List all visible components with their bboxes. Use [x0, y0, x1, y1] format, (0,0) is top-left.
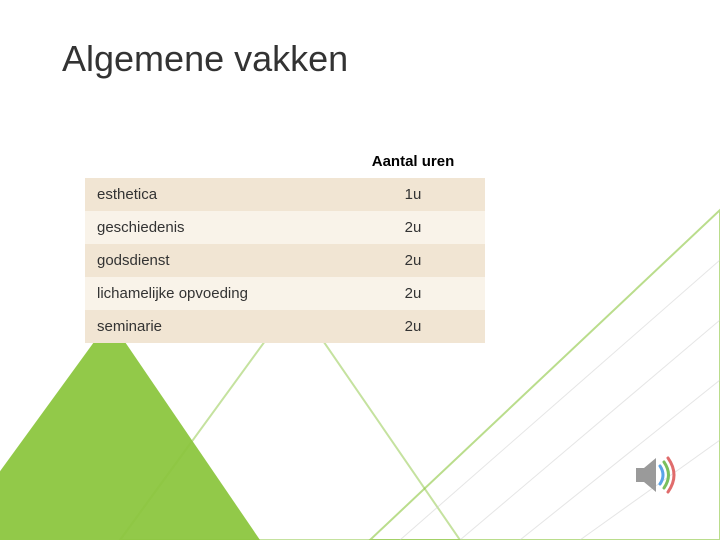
slide-title: Algemene vakken — [62, 38, 348, 80]
cell-subject: lichamelijke opvoeding — [85, 277, 341, 310]
cell-hours: 2u — [341, 244, 485, 277]
speaker-icon[interactable] — [630, 450, 680, 500]
cell-hours: 2u — [341, 277, 485, 310]
col-header-subject — [85, 145, 341, 178]
cell-subject: godsdienst — [85, 244, 341, 277]
col-header-hours: Aantal uren — [341, 145, 485, 178]
slide: Algemene vakken Aantal uren esthetica 1u… — [0, 0, 720, 540]
cell-subject: esthetica — [85, 178, 341, 211]
table-row: geschiedenis 2u — [85, 211, 485, 244]
cell-hours: 1u — [341, 178, 485, 211]
subjects-table: Aantal uren esthetica 1u geschiedenis 2u… — [85, 145, 485, 343]
cell-hours: 2u — [341, 310, 485, 343]
table-row: lichamelijke opvoeding 2u — [85, 277, 485, 310]
table-row: godsdienst 2u — [85, 244, 485, 277]
table-row: seminarie 2u — [85, 310, 485, 343]
table-header-row: Aantal uren — [85, 145, 485, 178]
cell-subject: seminarie — [85, 310, 341, 343]
cell-subject: geschiedenis — [85, 211, 341, 244]
table-row: esthetica 1u — [85, 178, 485, 211]
cell-hours: 2u — [341, 211, 485, 244]
